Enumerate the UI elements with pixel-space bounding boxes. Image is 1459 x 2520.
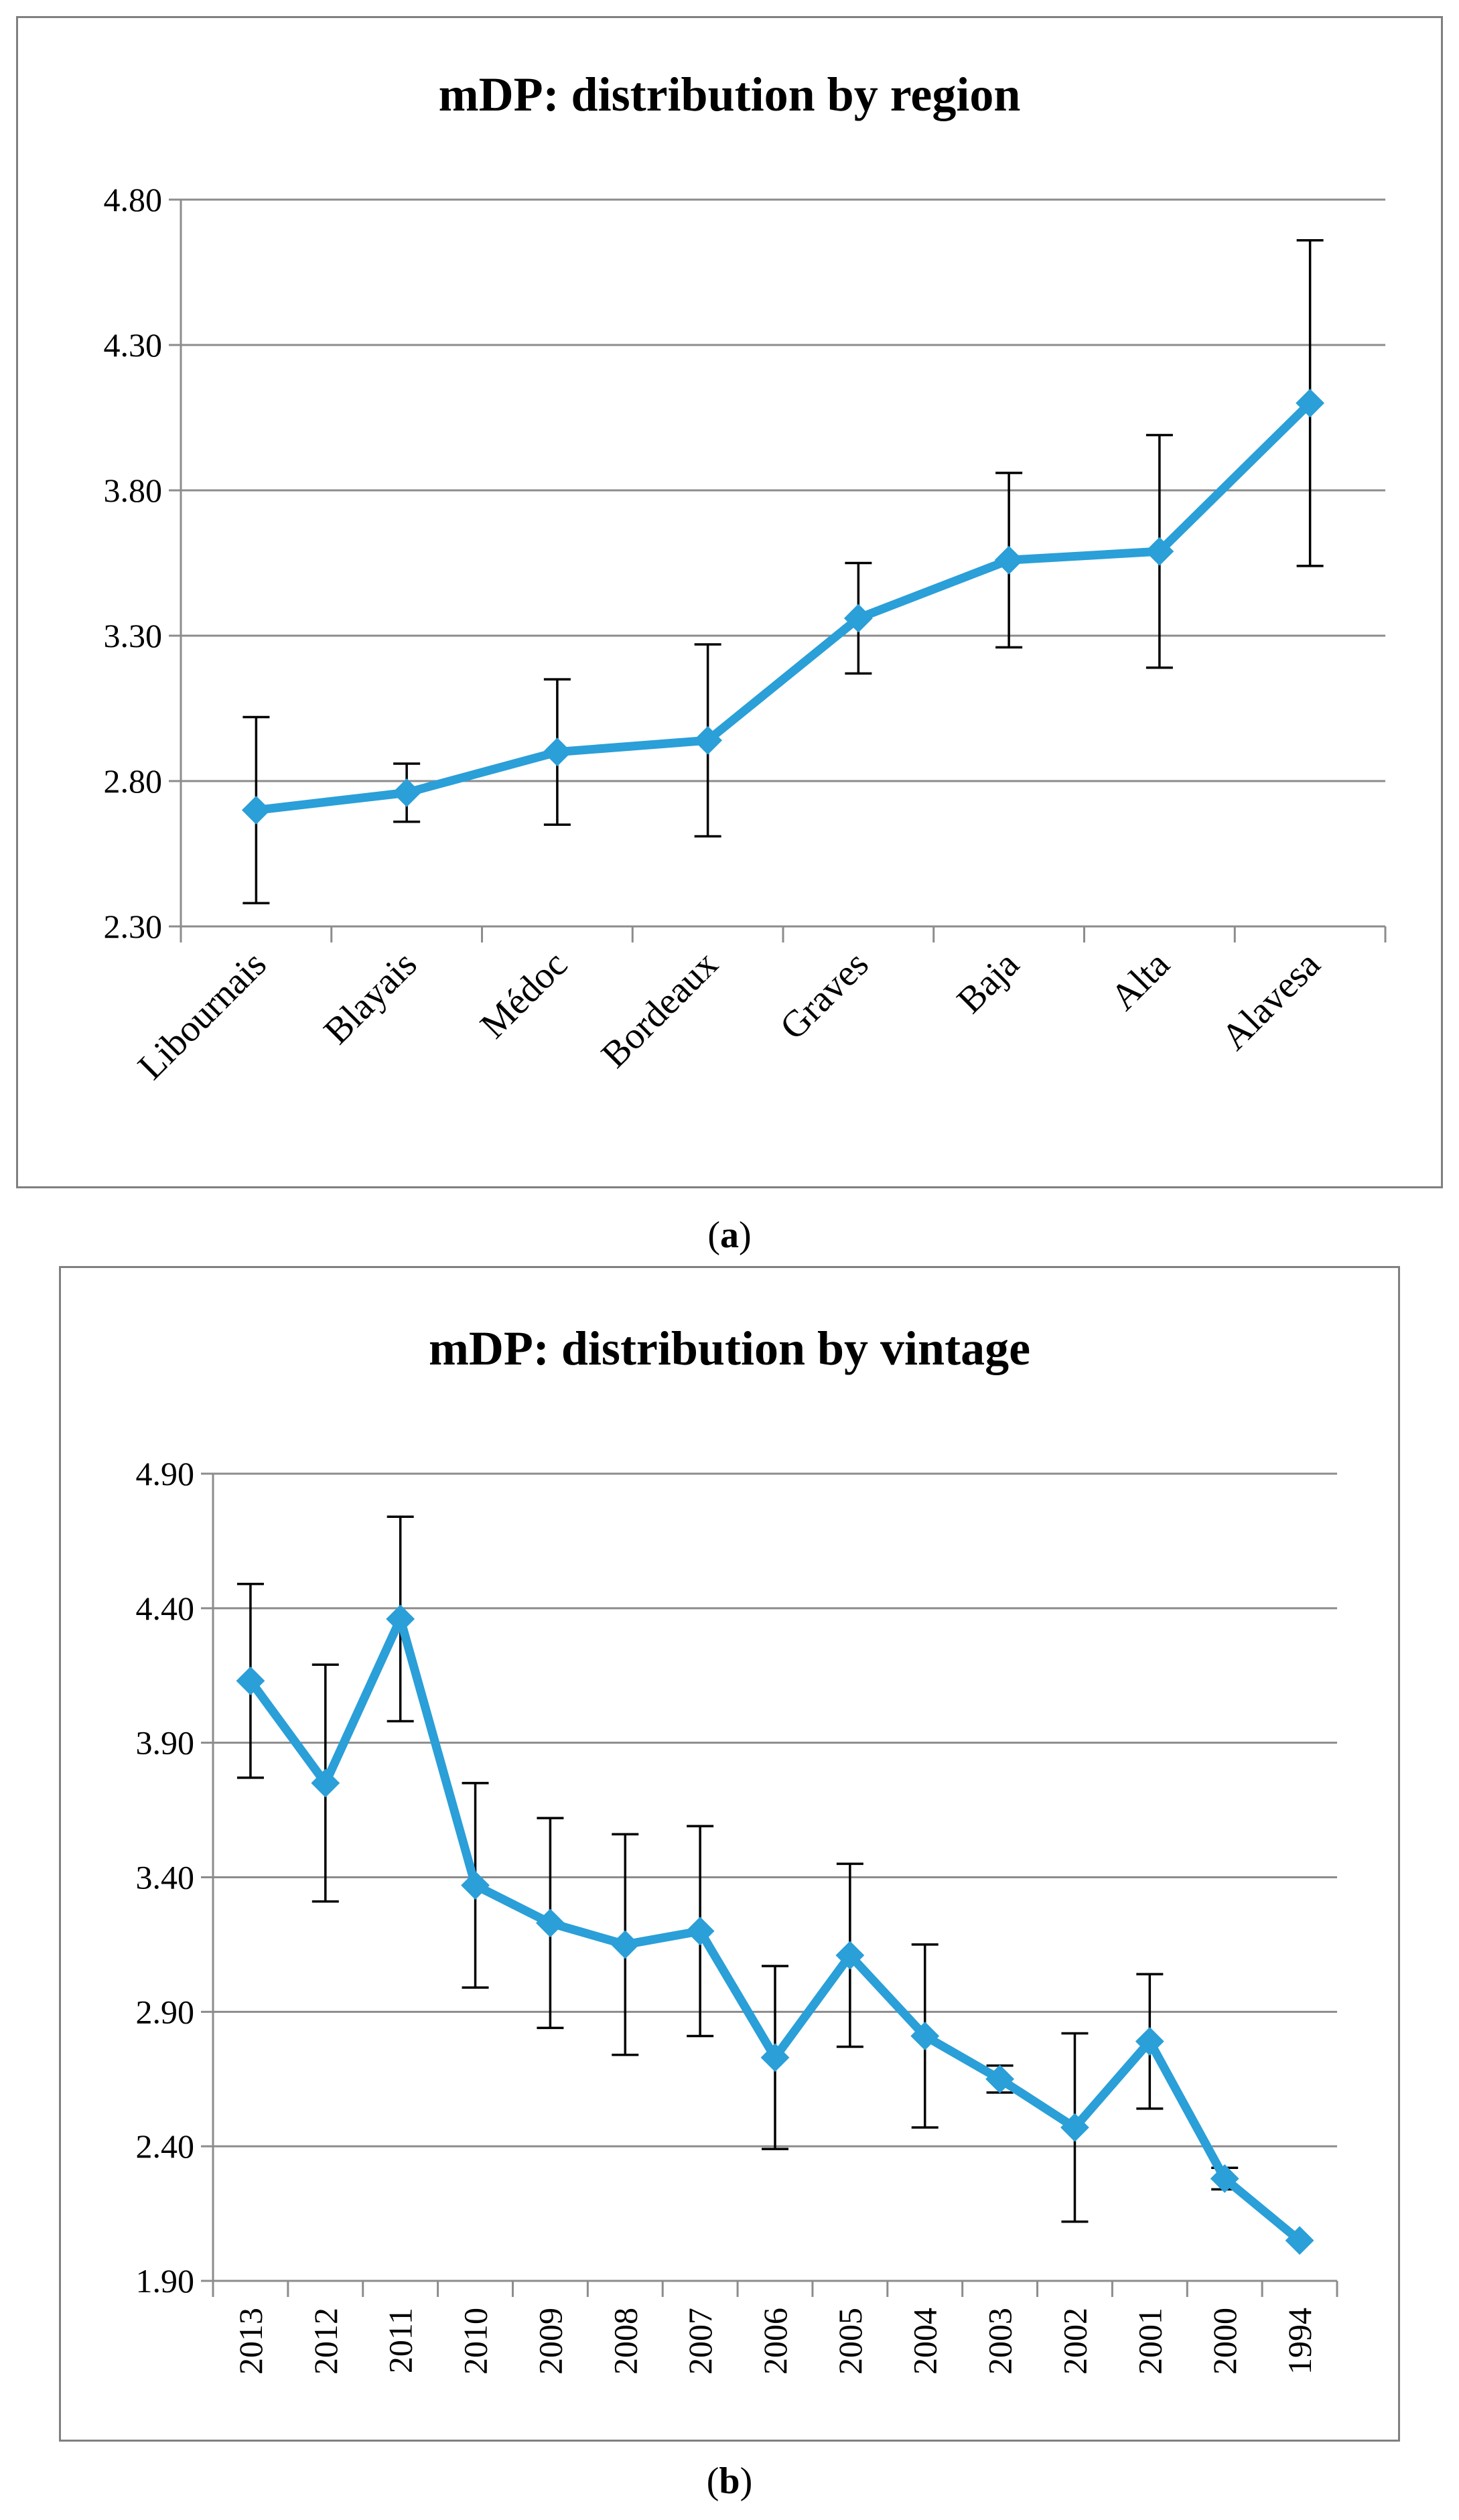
chart-b-data-point bbox=[461, 1871, 490, 1900]
chart-b-data-point bbox=[610, 1930, 640, 1959]
chart-b-x-tick-label: 2003 bbox=[981, 2308, 1019, 2375]
chart-a-y-tick-label: 3.30 bbox=[104, 617, 163, 654]
chart-b-data-point bbox=[685, 1916, 715, 1946]
chart-b-y-tick-label: 2.40 bbox=[136, 2127, 195, 2165]
chart-b-y-tick-label: 1.90 bbox=[136, 2262, 195, 2300]
chart-b-y-tick-label: 2.90 bbox=[136, 1993, 195, 2030]
chart-b-x-tick-label: 2002 bbox=[1056, 2308, 1093, 2375]
chart-b-x-tick-label: 1994 bbox=[1281, 2308, 1318, 2375]
chart-a-data-point bbox=[543, 738, 572, 767]
chart-b-x-tick-label: 2006 bbox=[756, 2308, 794, 2375]
chart-b-y-tick-label: 4.40 bbox=[136, 1590, 195, 1627]
chart-a-series-line bbox=[251, 399, 1315, 815]
chart-b-frame bbox=[59, 1266, 1400, 2442]
chart-b-data-point bbox=[1060, 2113, 1089, 2142]
chart-b-data-point bbox=[311, 1768, 340, 1798]
chart-b-data-point bbox=[535, 1908, 565, 1938]
chart-a-frame bbox=[16, 16, 1443, 1188]
chart-b-data-point bbox=[1210, 2164, 1239, 2193]
chart-b-x-tick-label: 2009 bbox=[531, 2308, 569, 2375]
chart-a-y-tick-label: 3.80 bbox=[104, 472, 163, 509]
chart-a-data-point bbox=[843, 604, 873, 633]
chart-b-caption: (b) bbox=[706, 2460, 753, 2502]
chart-a-caption-letter: a bbox=[720, 1214, 739, 1256]
chart-b-x-tick-label: 2012 bbox=[307, 2308, 344, 2375]
chart-b-data-point bbox=[835, 1941, 865, 1970]
chart-b-y-tick-label: 4.90 bbox=[136, 1455, 195, 1492]
chart-a-caption: (a) bbox=[707, 1214, 752, 1256]
chart-b-x-tick-label: 2007 bbox=[681, 2308, 719, 2375]
chart-b-data-point bbox=[910, 2022, 940, 2050]
chart-b-x-tick-label: 2005 bbox=[831, 2308, 869, 2375]
chart-b-data-point bbox=[1135, 2027, 1164, 2056]
chart-a-data-point bbox=[392, 778, 421, 807]
chart-b-y-tick-label: 3.40 bbox=[136, 1859, 195, 1896]
chart-a-data-point bbox=[1296, 389, 1325, 418]
chart-b-x-tick-label: 2013 bbox=[232, 2308, 269, 2375]
chart-a-data-point bbox=[1145, 537, 1174, 566]
chart-b-x-tick-label: 2000 bbox=[1206, 2308, 1243, 2375]
chart-b-title: mDP: distribution by vintage bbox=[428, 1322, 1031, 1375]
chart-b-x-tick-label: 2010 bbox=[457, 2308, 494, 2375]
chart-a-y-tick-label: 4.80 bbox=[104, 181, 163, 218]
chart-b-data-point bbox=[386, 1604, 415, 1634]
chart-b-caption-letter: b bbox=[719, 2460, 740, 2502]
chart-a-data-point bbox=[241, 795, 271, 825]
chart-b-x-tick-label: 2004 bbox=[906, 2308, 944, 2375]
chart-b-x-tick-label: 2008 bbox=[606, 2308, 644, 2375]
chart-b-data-point bbox=[1285, 2226, 1314, 2255]
chart-b-y-tick-label: 3.90 bbox=[136, 1724, 195, 1762]
chart-a-title: mDP: distribution by region bbox=[438, 68, 1021, 121]
chart-a-y-tick-label: 2.80 bbox=[104, 762, 163, 800]
chart-a-y-tick-label: 4.30 bbox=[104, 326, 163, 364]
chart-b-x-tick-label: 2001 bbox=[1131, 2308, 1168, 2375]
chart-a-data-point bbox=[693, 725, 723, 755]
chart-a-y-tick-label: 2.30 bbox=[104, 908, 163, 945]
chart-a-data-point bbox=[994, 545, 1024, 575]
chart-b-data-point bbox=[985, 2064, 1015, 2094]
chart-b-x-tick-label: 2011 bbox=[382, 2308, 419, 2373]
chart-b-data-point bbox=[760, 2043, 790, 2073]
chart-b-data-point bbox=[236, 1666, 265, 1695]
